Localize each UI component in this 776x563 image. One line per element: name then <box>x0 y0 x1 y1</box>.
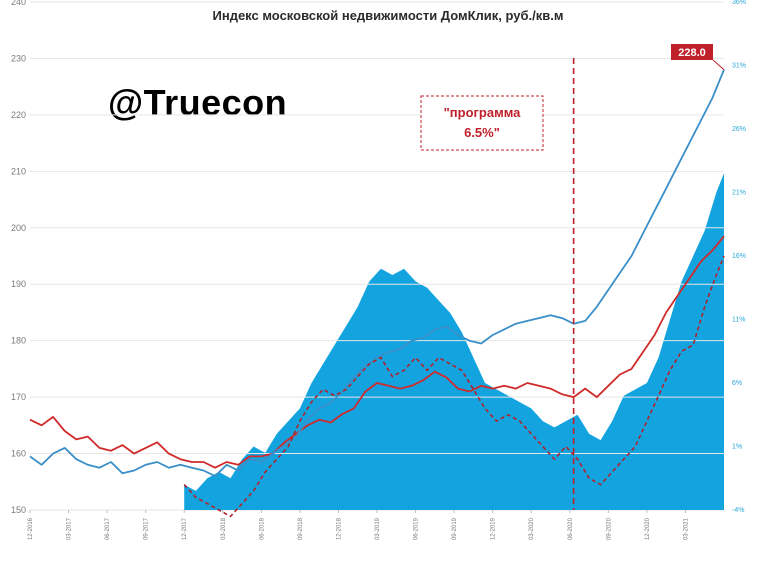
chart-title: Индекс московской недвижимости ДомКлик, … <box>212 8 564 23</box>
series-line-1 <box>29 69 725 477</box>
x-tick-label: 12-2019 <box>491 517 497 540</box>
y-tick-left-label: 200 <box>11 223 26 233</box>
y-tick-right-label: 6% <box>732 380 742 387</box>
y-tick-left-label: 220 <box>11 110 26 120</box>
x-tick-label: 12-2016 <box>28 517 34 540</box>
y-tick-left-label: 210 <box>11 166 26 176</box>
x-tick-label: 09-2018 <box>298 517 304 540</box>
y-tick-right-label: 16% <box>732 253 746 260</box>
x-tick-label: 06-2020 <box>568 517 574 540</box>
x-tick-label: 12-2018 <box>336 517 342 540</box>
x-tick-label: 06-2017 <box>105 517 111 540</box>
x-tick-label: 09-2019 <box>452 517 458 540</box>
program-annotation-line2: 6.5%" <box>464 125 500 140</box>
y-tick-right-label: -4% <box>732 507 744 514</box>
y-tick-left-label: 180 <box>11 336 26 346</box>
y-tick-right-label: 26% <box>732 126 746 133</box>
y-tick-right-label: 31% <box>732 63 746 70</box>
x-tick-label: 03-2021 <box>683 517 689 540</box>
x-tick-label: 03-2017 <box>67 517 73 540</box>
x-tick-label: 09-2017 <box>144 517 150 540</box>
last-value-label: 228.0 <box>678 47 706 59</box>
y-tick-right-label: 11% <box>732 317 746 324</box>
series-line-0 <box>29 235 725 469</box>
x-tick-label: 03-2020 <box>529 517 535 540</box>
y-tick-left-label: 230 <box>11 53 26 63</box>
program-annotation-line1: "программа <box>444 105 522 120</box>
last-value-badge <box>671 44 713 60</box>
y-tick-right-label: 36% <box>732 0 746 6</box>
series-line-2 <box>183 255 725 518</box>
last-value-connector <box>712 59 725 71</box>
x-tick-label: 06-2018 <box>259 517 265 540</box>
y-tick-left-label: 160 <box>11 449 26 459</box>
x-tick-label: 03-2018 <box>221 517 227 540</box>
y-tick-right-label: 1% <box>732 444 742 451</box>
y-tick-left-label: 150 <box>11 505 26 515</box>
program-annotation-box <box>420 95 544 151</box>
watermark: @Truecon <box>108 82 288 123</box>
y-tick-left-label: 190 <box>11 279 26 289</box>
y-tick-right-label: 21% <box>732 190 746 197</box>
y-tick-left-label: 240 <box>11 0 26 7</box>
series-area-3 <box>184 173 724 510</box>
x-tick-label: 09-2020 <box>606 517 612 540</box>
x-tick-label: 12-2020 <box>645 517 651 540</box>
x-tick-label: 12-2017 <box>182 517 188 540</box>
y-tick-left-label: 170 <box>11 392 26 402</box>
x-tick-label: 06-2019 <box>414 517 420 540</box>
x-tick-label: 03-2019 <box>375 517 381 540</box>
